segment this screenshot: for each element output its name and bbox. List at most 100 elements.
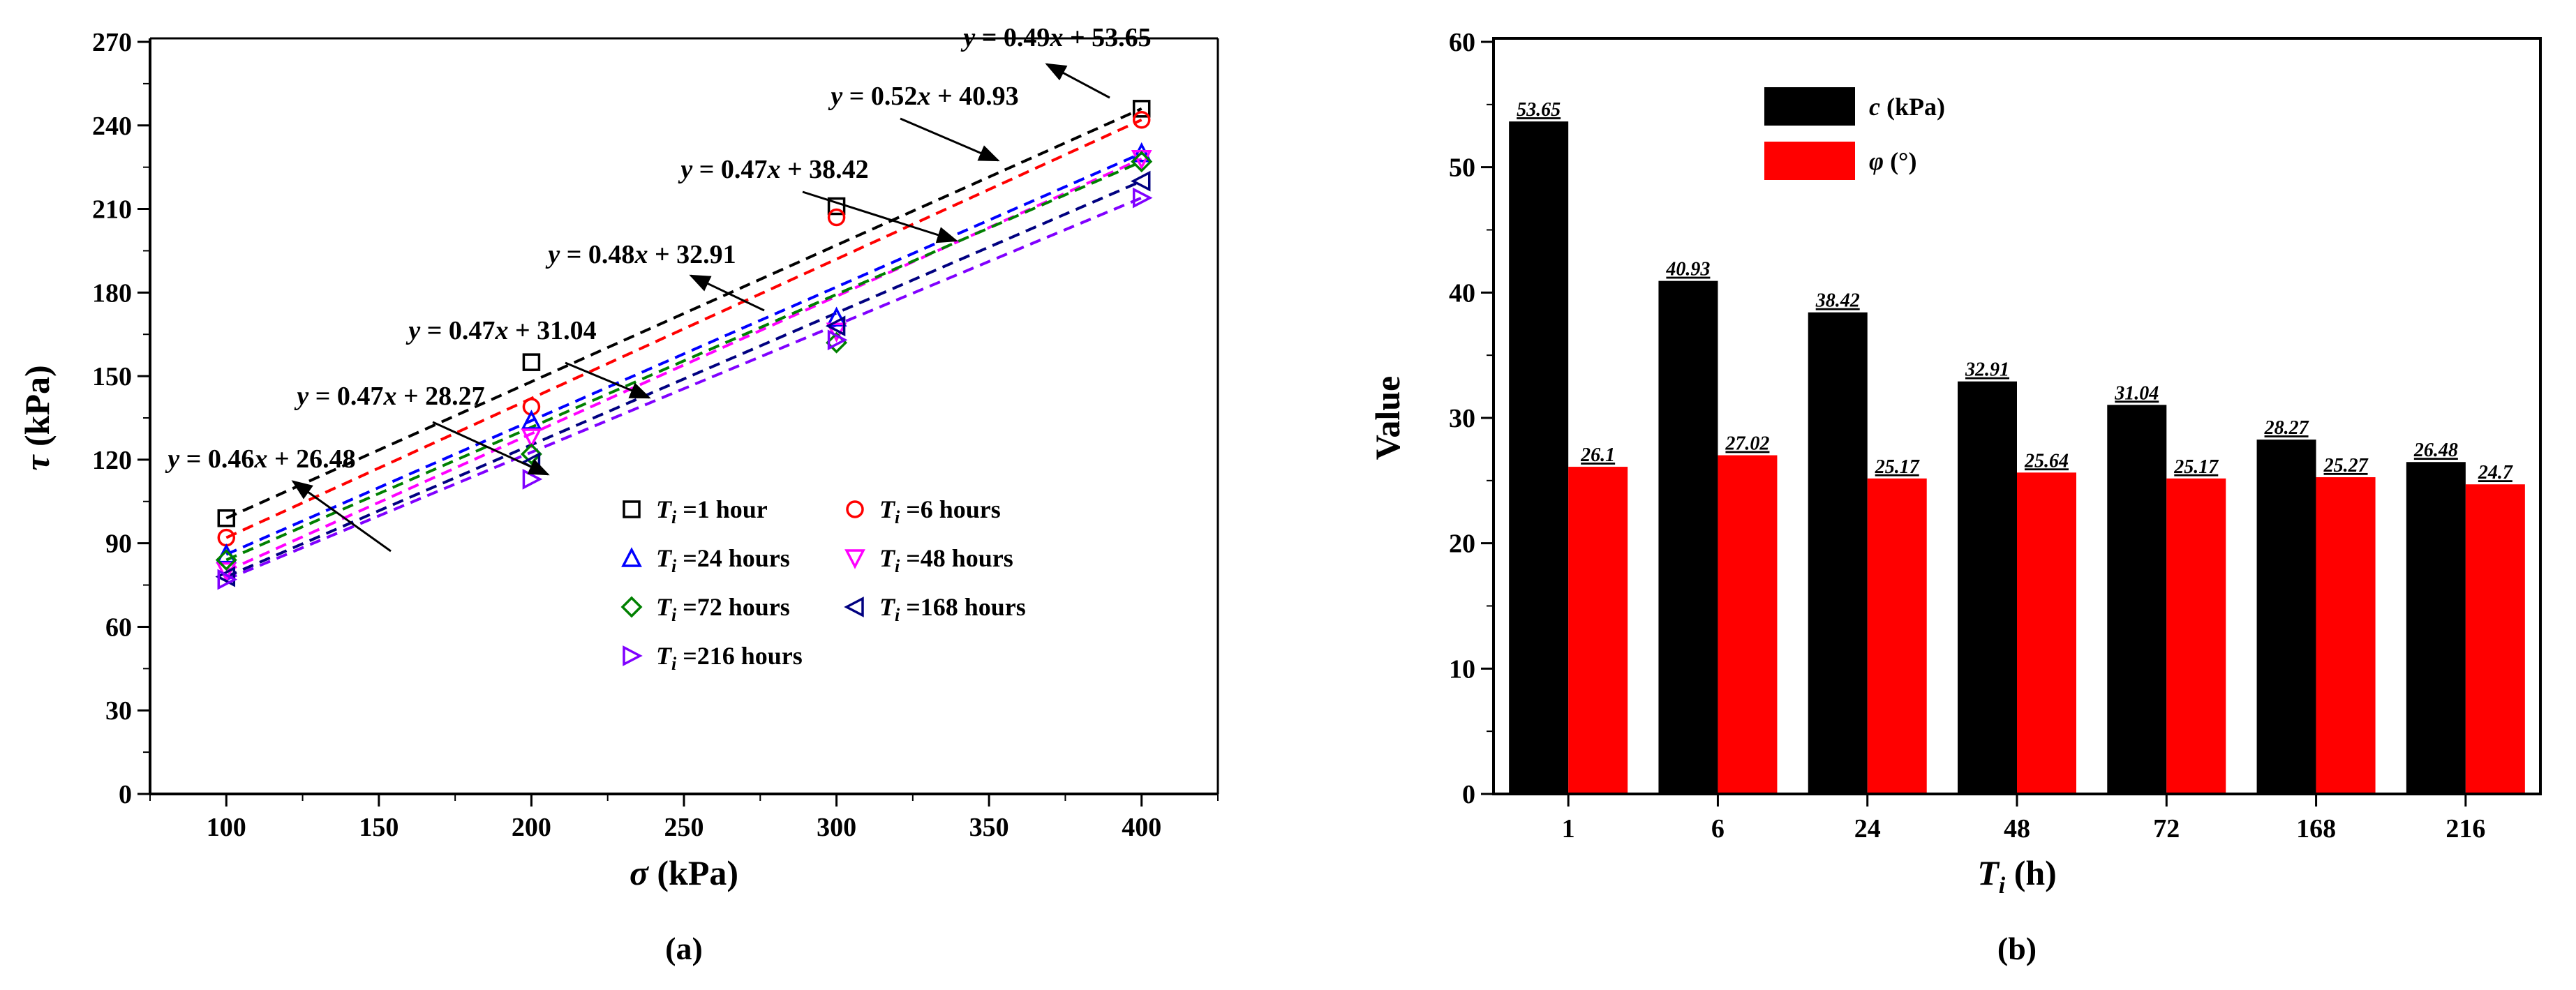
b-x-axis-label: Ti (h) xyxy=(1977,853,2057,899)
legend-marker-1 xyxy=(623,500,641,518)
bar-label-c-216: 26.48 xyxy=(2413,440,2458,461)
bar-label-c-168: 28.27 xyxy=(2264,417,2309,439)
equation-3-intercept: + 38.42 xyxy=(780,155,868,184)
x-tick-label-5: 350 xyxy=(969,813,1009,842)
legend-label-1-rest: =1 hour xyxy=(676,495,768,523)
equation-5: y = 0.47x + 31.04 xyxy=(405,316,596,345)
equation-5-y: y xyxy=(405,316,420,345)
equation-arrow-6 xyxy=(432,421,550,476)
equation-3: y = 0.47x + 38.42 xyxy=(678,155,868,184)
equation-5-intercept: + 31.04 xyxy=(508,316,596,345)
legend-label-7-T: T xyxy=(656,642,673,670)
b-y-tick-label-5: 50 xyxy=(1449,153,1475,183)
equation-4-coef: = 0.48 xyxy=(560,240,634,269)
b-x-tick-label-1: 6 xyxy=(1711,814,1725,843)
bar-label-c-1: 53.65 xyxy=(1517,99,1561,121)
point-s6-1 xyxy=(215,566,236,587)
equation-4-y: y xyxy=(545,240,560,269)
equation-5-coef: = 0.47 xyxy=(420,316,495,345)
point-s1-4 xyxy=(1132,100,1151,118)
equation-4-x: x xyxy=(634,240,648,269)
legend-marker-3 xyxy=(621,547,642,567)
b-x-axis-label-T: T xyxy=(1977,853,2000,892)
legend-label-1: Ti =1 hour xyxy=(656,495,768,527)
legend-b-label-1: c (kPa) xyxy=(1869,93,1945,121)
legend-marker-2 xyxy=(846,500,864,518)
equation-arrow-5 xyxy=(565,361,651,399)
b-y-tick-label-1: 10 xyxy=(1449,654,1475,684)
b-x-tick-label-3: 48 xyxy=(2004,814,2030,843)
point-s1-3 xyxy=(827,197,846,216)
equation-6-y: y xyxy=(294,382,308,411)
legend-label-2-T: T xyxy=(879,495,896,523)
equation-arrow-3 xyxy=(802,190,958,243)
legend-label-4-sub: i xyxy=(895,556,900,576)
point-s5-1 xyxy=(215,549,237,571)
equation-2: y = 0.52x + 40.93 xyxy=(828,82,1018,111)
x-tick-label-2: 200 xyxy=(512,813,551,842)
bar-phi-216 xyxy=(2465,484,2525,794)
legend-label-7-sub: i xyxy=(671,654,677,674)
b-x-axis-label-unit: (h) xyxy=(2005,853,2057,892)
bar-label-c-24: 38.42 xyxy=(1815,290,1860,312)
bar-label-phi-168: 25.27 xyxy=(2323,455,2369,477)
legend-b-label-1-symbol: c xyxy=(1869,93,1880,121)
panel-a: 0 30 60 90 120 150 180 210 240 270 100 150 200 250 300… xyxy=(17,23,1219,966)
legend-b-label-2-unit: (°) xyxy=(1884,147,1916,175)
point-s4-2 xyxy=(521,428,542,449)
fit-line-6 xyxy=(225,179,1142,578)
y-tick-label-7: 210 xyxy=(92,195,132,225)
y-tick-label-4: 120 xyxy=(92,446,132,475)
point-s7-1 xyxy=(217,569,238,590)
fit-line-2 xyxy=(225,118,1142,539)
y-axis-label-symbol: τ xyxy=(17,454,57,471)
y-tick-label-9: 270 xyxy=(92,28,132,57)
legend-label-2: Ti =6 hours xyxy=(879,495,1001,527)
legend-label-5: Ti =72 hours xyxy=(656,593,790,625)
equation-7-y: y xyxy=(165,444,179,474)
bar-label-phi-24: 25.17 xyxy=(1875,456,1920,478)
legend-b-label-1-unit: (kPa) xyxy=(1880,93,1945,121)
equations: y = 0.49x + 53.65y = 0.52x + 40.93y = 0.… xyxy=(165,23,1152,553)
fit-line-7 xyxy=(225,196,1142,581)
data-points xyxy=(215,100,1153,590)
legend-label-6-sub: i xyxy=(895,605,900,625)
equation-arrow-2 xyxy=(900,117,1000,162)
point-s7-2 xyxy=(522,468,543,490)
equation-7: y = 0.46x + 26.48 xyxy=(165,444,355,474)
legend-label-2-rest: =6 hours xyxy=(900,495,1001,523)
legend-label-3-sub: i xyxy=(671,556,677,576)
bar-phi-72 xyxy=(2166,478,2226,794)
bar-phi-6 xyxy=(1718,455,1778,794)
b-frame xyxy=(1492,37,2542,795)
legend-label-7: Ti =216 hours xyxy=(656,642,803,674)
bar-label-phi-1: 26.1 xyxy=(1580,444,1615,466)
panel-label-b: (b) xyxy=(1997,931,2037,966)
equation-6-x: x xyxy=(382,382,396,411)
equation-2-coef: = 0.52 xyxy=(842,82,917,111)
b-x-tick-label-6: 216 xyxy=(2445,814,2485,843)
x-tick-label-0: 100 xyxy=(207,813,246,842)
bar-c-24 xyxy=(1808,312,1868,794)
equation-1: y = 0.49x + 53.65 xyxy=(960,23,1151,52)
point-s2-3 xyxy=(827,208,846,227)
equation-6: y = 0.47x + 28.27 xyxy=(294,382,484,411)
legend-marker-4 xyxy=(844,549,865,569)
equation-4-intercept: + 32.91 xyxy=(648,240,736,269)
legend-label-2-sub: i xyxy=(895,507,900,527)
bar-c-48 xyxy=(1958,381,2017,794)
bar-phi-48 xyxy=(2017,472,2076,794)
legend-b-label-2-symbol: φ xyxy=(1869,147,1884,175)
point-s1-2 xyxy=(522,353,541,371)
point-s1-1 xyxy=(217,509,236,527)
bar-label-c-48: 32.91 xyxy=(1965,359,2009,381)
b-x-tick-label-2: 24 xyxy=(1854,814,1881,843)
legend-marker-5 xyxy=(620,596,643,618)
equation-1-y: y xyxy=(960,23,975,52)
legend-label-4-T: T xyxy=(879,544,896,572)
equation-arrow-4 xyxy=(689,274,765,312)
equation-3-x: x xyxy=(766,155,780,184)
equation-2-y: y xyxy=(828,82,842,111)
